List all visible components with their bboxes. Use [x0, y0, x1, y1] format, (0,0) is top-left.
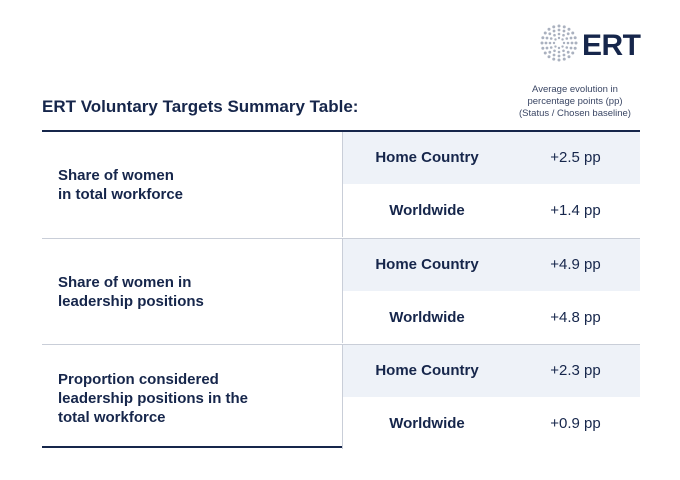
- group-label-line: Share of women: [58, 167, 174, 184]
- logo-dot: [565, 46, 569, 49]
- table-group: Share of women in total workforce Home C…: [42, 132, 640, 237]
- column-divider: [342, 239, 343, 343]
- row-value: +4.8 pp: [550, 309, 601, 326]
- row-category: Home Country: [375, 149, 479, 166]
- row-value: +2.3 pp: [550, 362, 601, 379]
- ert-logo: ERT: [540, 24, 641, 66]
- table-row: Home Country +2.3 pp: [343, 345, 640, 397]
- logo-dot: [557, 28, 561, 32]
- logo-dot: [573, 36, 577, 40]
- table-group: Proportion considered leadership positio…: [42, 344, 640, 450]
- logo-dot: [562, 33, 565, 37]
- logo-dot: [540, 41, 544, 45]
- logo-dot: [557, 46, 561, 50]
- logo-dot: [573, 46, 577, 50]
- logo-dot: [552, 53, 556, 57]
- row-value: +1.4 pp: [550, 202, 601, 219]
- row-value: +2.5 pp: [550, 149, 601, 166]
- logo-dot: [548, 41, 552, 45]
- logo-dot: [557, 36, 561, 40]
- group-label-line: Proportion considered: [58, 371, 219, 388]
- logo-dot: [567, 27, 571, 31]
- table-row: Worldwide +0.9 pp: [343, 398, 640, 450]
- logo-dot: [565, 37, 569, 40]
- logo-dot: [545, 36, 549, 40]
- column-note: Average evolution in percentage points (…: [500, 84, 650, 120]
- logo-dot: [562, 49, 565, 53]
- note-line: Average evolution in: [532, 84, 618, 95]
- logo-dot: [553, 49, 556, 53]
- logo-dot: [547, 27, 551, 31]
- logo-dot: [561, 45, 564, 48]
- group-label-line: Share of women in: [58, 274, 192, 291]
- logo-dot: [566, 32, 570, 36]
- logo-dot: [562, 53, 566, 57]
- logo-dot: [562, 57, 566, 61]
- group-label-line: leadership positions in the: [58, 390, 249, 407]
- logo-dot: [548, 32, 552, 36]
- table-row: Worldwide +4.8 pp: [343, 292, 640, 344]
- logo-dot: [557, 54, 561, 58]
- table-group: Share of women in leadership positions H…: [42, 238, 640, 344]
- logo-dot: [543, 31, 547, 35]
- logo-dot: [567, 55, 571, 59]
- logo-dot: [562, 41, 566, 45]
- logo-dot: [544, 41, 548, 45]
- logo-dot: [552, 25, 556, 29]
- row-category: Worldwide: [389, 415, 465, 432]
- group-label-line: leadership positions: [58, 293, 204, 310]
- logo-dot: [554, 38, 557, 41]
- logo-dot: [570, 41, 574, 45]
- column-divider: [342, 345, 343, 449]
- logo-dot: [569, 46, 573, 50]
- table-row: Worldwide +1.4 pp: [343, 185, 640, 237]
- logo-dot: [548, 50, 552, 54]
- logo-dot: [557, 24, 561, 28]
- row-category: Home Country: [375, 256, 479, 273]
- logo-dot: [552, 41, 556, 45]
- logo-dot: [553, 33, 556, 37]
- logo-dot: [549, 46, 553, 49]
- note-line: (Status / Chosen baseline): [519, 108, 631, 119]
- logo-dot: [552, 57, 556, 61]
- logo-dot: [569, 36, 573, 40]
- logo-dot: [541, 46, 545, 50]
- note-line: percentage points (pp): [527, 96, 623, 107]
- logo-dot: [543, 51, 547, 55]
- logo-dot: [545, 46, 549, 50]
- logo-dot: [541, 36, 545, 40]
- row-category: Home Country: [375, 362, 479, 379]
- group-label: Share of women in leadership positions: [58, 273, 328, 311]
- group-label-line: total workforce: [58, 409, 166, 426]
- page-title: ERT Voluntary Targets Summary Table:: [42, 97, 359, 116]
- logo-dot: [557, 32, 561, 36]
- logo-dot: [566, 50, 570, 54]
- dotted-circle-icon: [540, 24, 578, 62]
- logo-dot: [571, 31, 575, 35]
- row-value: +0.9 pp: [550, 415, 601, 432]
- logo-dot: [561, 38, 564, 41]
- group-label-line: in total workforce: [58, 186, 184, 203]
- logo-dot: [562, 29, 566, 33]
- table-row: Home Country +2.5 pp: [343, 132, 640, 184]
- logo-dot: [566, 41, 570, 45]
- logo-dot: [571, 51, 575, 55]
- logo-dot: [549, 37, 553, 40]
- table-row: Home Country +4.9 pp: [343, 239, 640, 291]
- row-category: Worldwide: [389, 202, 465, 219]
- logo-dot: [552, 29, 556, 33]
- logo-dot: [554, 45, 557, 48]
- summary-table: Share of women in total workforce Home C…: [42, 130, 640, 450]
- group-label: Proportion considered leadership positio…: [58, 370, 328, 427]
- logo-dot: [547, 55, 551, 59]
- logo-text: ERT: [582, 29, 641, 62]
- logo-dot: [562, 25, 566, 29]
- column-divider: [342, 132, 343, 237]
- logo-dot: [557, 58, 561, 62]
- row-value: +4.9 pp: [550, 256, 601, 273]
- logo-dot: [557, 50, 561, 54]
- group-label: Share of women in total workforce: [58, 166, 328, 204]
- logo-dot: [574, 41, 578, 45]
- row-category: Worldwide: [389, 309, 465, 326]
